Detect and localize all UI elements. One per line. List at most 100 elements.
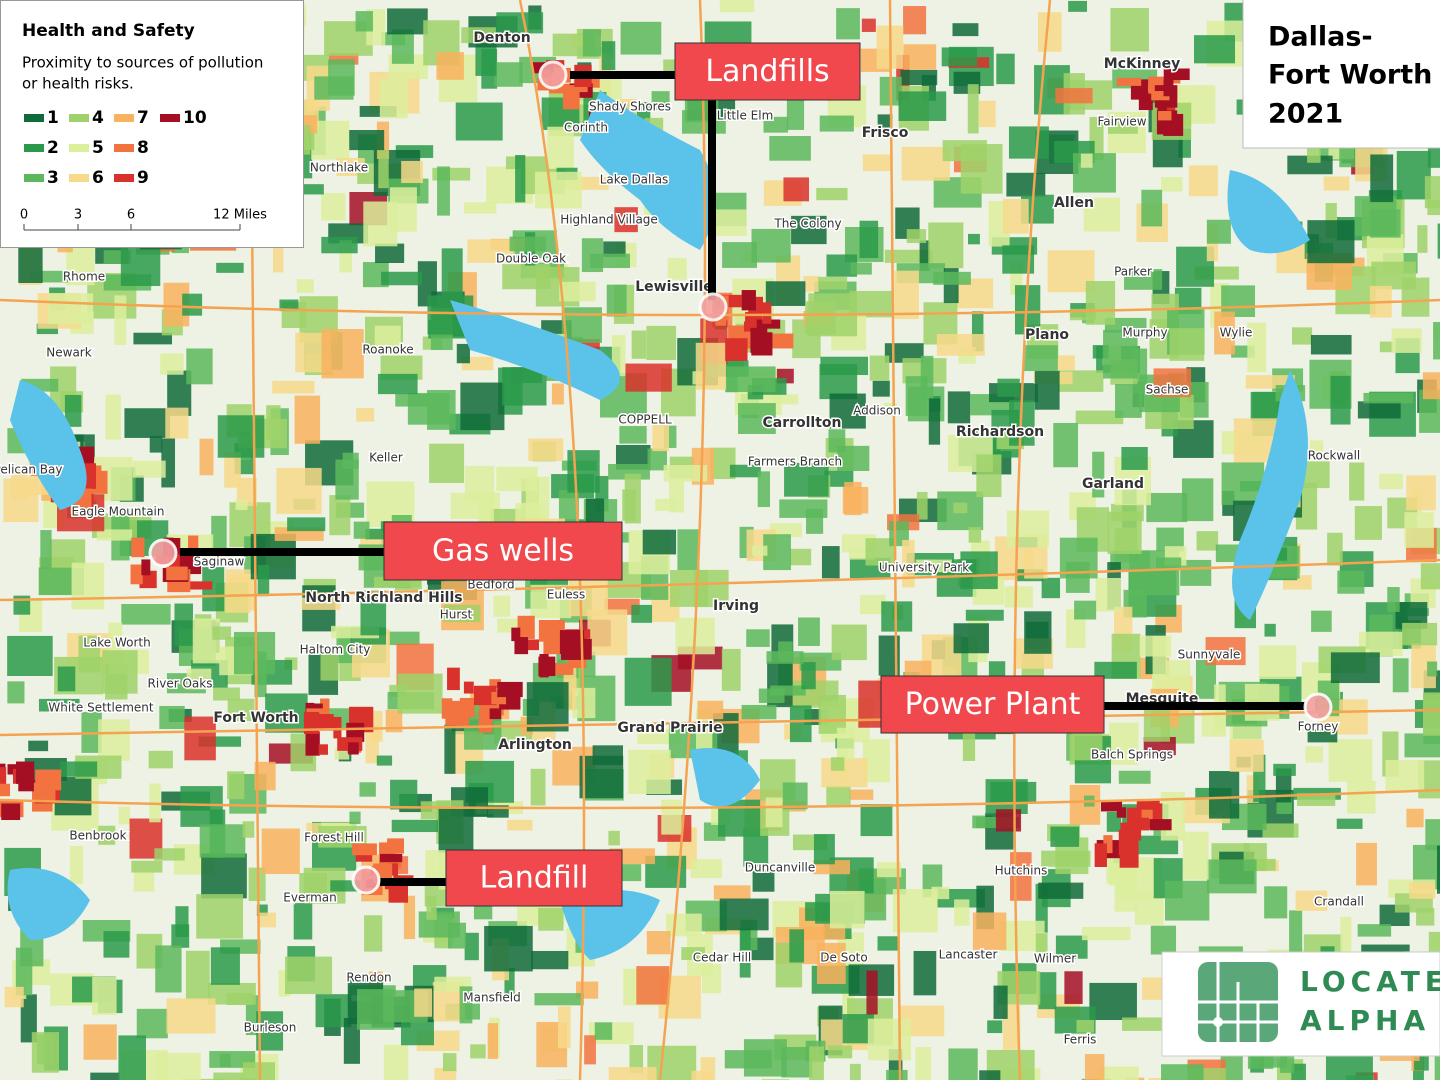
map-tile: [335, 459, 359, 500]
map-tile: [1330, 652, 1380, 684]
map-tile: [652, 423, 670, 452]
map-tile: [915, 1046, 932, 1080]
map-tile: [739, 928, 751, 978]
map-tile: [285, 956, 333, 995]
map-tile: [441, 248, 463, 296]
map-tile: [594, 1022, 613, 1040]
legend-box: [0, 0, 304, 248]
map-tile: [487, 1023, 498, 1059]
map-tile: [64, 394, 82, 427]
map-tile: [235, 499, 248, 511]
map-tile: [69, 845, 84, 884]
map-tile: [360, 590, 387, 636]
map-tile: [534, 171, 582, 209]
map-tile: [329, 53, 359, 65]
map-tile: [1041, 850, 1091, 867]
map-tile: [928, 398, 941, 445]
map-tile: [898, 91, 947, 121]
map-tile: [444, 724, 456, 774]
map-tile: [105, 394, 121, 440]
map-tile: [558, 489, 579, 523]
map-tile: [1379, 341, 1395, 353]
callout-marker: [538, 60, 568, 90]
map-tile: [631, 604, 653, 623]
map-tile: [919, 240, 930, 271]
map-tile: [933, 271, 971, 285]
map-tile: [1092, 451, 1105, 498]
map-tile: [1420, 563, 1440, 590]
title: Fort Worth: [1268, 60, 1432, 91]
map-tile: [770, 685, 806, 696]
place-label: Sunnyvale: [1178, 648, 1241, 662]
map-tile: [1153, 368, 1192, 398]
legend-label: 2: [47, 138, 59, 158]
map-tile: [15, 761, 35, 784]
map-tile: [92, 976, 117, 1015]
map-tile: [210, 947, 240, 985]
map-tile: [1437, 223, 1440, 259]
place-label: The Colony: [773, 217, 841, 231]
map-tile: [1075, 410, 1124, 425]
map-tile: [567, 450, 600, 493]
map-tile: [188, 535, 199, 552]
map-tile: [967, 84, 979, 134]
map-tile: [186, 668, 212, 690]
map-tile: [463, 681, 474, 694]
map-tile: [647, 448, 667, 471]
map-tile: [862, 154, 892, 172]
map-tile: [1425, 819, 1440, 851]
map-tile: [850, 262, 872, 275]
map-tile: [931, 886, 950, 900]
map-tile: [90, 1072, 120, 1080]
map-tile: [1194, 35, 1236, 64]
place-label: Garland: [1082, 476, 1144, 492]
map-tile: [184, 716, 216, 761]
map-tile: [765, 281, 806, 306]
map-tile: [741, 704, 777, 720]
map-tile: [1307, 729, 1338, 743]
map-tile: [663, 465, 708, 482]
road: [0, 788, 1440, 810]
map-tile: [538, 907, 564, 931]
map-tile: [305, 731, 320, 756]
place-label: Frisco: [862, 125, 909, 141]
map-tile: [276, 467, 322, 514]
place-label: Addison: [853, 404, 901, 418]
callout-box: [880, 675, 1105, 734]
map-tile: [531, 950, 569, 970]
map-tile: [219, 1053, 231, 1068]
legend-swatch: [24, 144, 44, 152]
map-tile: [166, 998, 216, 1034]
place-label: Murphy: [1122, 326, 1167, 340]
map-tile: [18, 779, 39, 792]
road: [1013, 0, 1052, 1080]
place-label: Benbrook: [69, 829, 126, 843]
map-tile: [236, 477, 257, 507]
map-tile: [1148, 1077, 1170, 1080]
map-tile: [948, 1048, 978, 1080]
map-tile: [1181, 478, 1214, 522]
map-tile: [427, 390, 456, 430]
map-tile: [1434, 1038, 1440, 1080]
map-tile: [844, 481, 862, 516]
map-tile: [395, 393, 428, 407]
place-label: Ferris: [1064, 1033, 1097, 1047]
map-tile: [995, 809, 1022, 832]
place-label: Double Oak: [496, 252, 566, 266]
map-tile: [1358, 631, 1403, 657]
map-tile: [1157, 111, 1172, 121]
map-tile: [207, 982, 256, 1005]
map-tile: [1273, 763, 1296, 776]
place-label: Allen: [1054, 195, 1094, 211]
place-label: Forney: [1298, 720, 1339, 734]
map-tile: [751, 545, 768, 556]
map-tile: [141, 559, 151, 576]
legend-swatch: [24, 174, 44, 182]
map-tile: [261, 828, 300, 875]
map-tile: [1264, 886, 1288, 919]
map-tile: [343, 1017, 360, 1064]
map-tile: [1064, 971, 1083, 1004]
map-tile: [941, 47, 978, 67]
